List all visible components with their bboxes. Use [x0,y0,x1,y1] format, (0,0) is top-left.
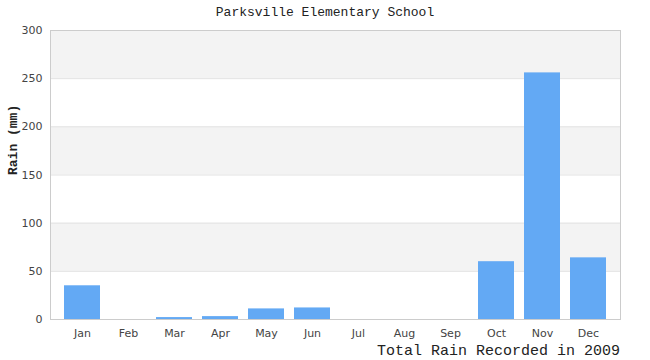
svg-text:0: 0 [36,313,43,326]
svg-text:300: 300 [22,24,43,37]
html-text:Total Rain Recorded in 2009: Total Rain Recorded in 2009 [377,343,620,360]
svg-text:Aug: Aug [394,327,415,340]
svg-text:Rain (mm): Rain (mm) [6,105,21,175]
svg-text:Jun: Jun [303,327,321,340]
svg-text:Mar: Mar [164,327,185,340]
svg-text:100: 100 [22,217,43,230]
svg-text:Nov: Nov [532,327,554,340]
svg-text:200: 200 [22,120,43,133]
svg-text:May: May [255,327,278,340]
svg-text:Jan: Jan [73,327,91,340]
svg-text:50: 50 [29,265,43,278]
svg-text:250: 250 [22,72,43,85]
svg-text:Apr: Apr [211,327,231,340]
svg-text:Dec: Dec [578,327,599,340]
svg-text:Feb: Feb [119,327,138,340]
html-text:Parksville Elementary School: Parksville Elementary School [215,5,435,20]
svg-text:Oct: Oct [487,327,507,340]
svg-text:Sep: Sep [440,327,461,340]
svg-text:Jul: Jul [351,327,365,340]
svg-text:150: 150 [22,169,43,182]
